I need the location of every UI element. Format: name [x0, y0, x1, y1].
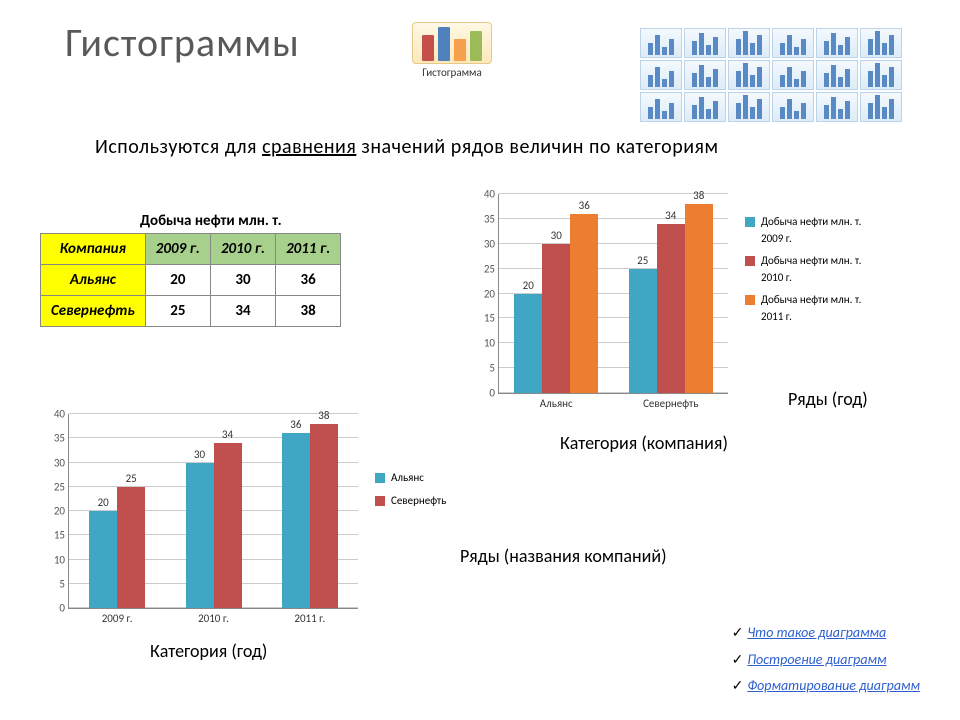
- x-tick-label: 2010 г.: [198, 612, 229, 625]
- chart-thumb[interactable]: [684, 92, 726, 122]
- bar: 34: [214, 443, 242, 608]
- legend-item: Альянс: [375, 470, 485, 487]
- table-cell: 38: [276, 296, 341, 327]
- bar-value-label: 34: [222, 428, 233, 441]
- bar: 38: [310, 424, 338, 608]
- chart-thumb[interactable]: [684, 28, 726, 58]
- chart-by-company-legend: Добыча нефти млн. т. 2009 г. Добыча нефти…: [745, 214, 885, 331]
- chart-thumb[interactable]: [772, 28, 814, 58]
- x-tick-label: 2009 г.: [102, 612, 133, 625]
- bar-value-label: 20: [98, 496, 109, 509]
- chart-thumb[interactable]: [640, 92, 682, 122]
- legend-label-company: Ряды (названия компаний): [460, 545, 667, 567]
- bar-value-label: 38: [693, 189, 704, 202]
- bar-value-label: 25: [126, 472, 137, 485]
- bar-value-label: 34: [665, 209, 676, 222]
- legend-item: Добыча нефти млн. т. 2011 г.: [745, 292, 885, 325]
- table-row-label: Севернефть: [41, 296, 146, 327]
- chart-thumb[interactable]: [816, 28, 858, 58]
- chart-thumb[interactable]: [728, 92, 770, 122]
- x-tick-label: 2011 г.: [294, 612, 325, 625]
- table-header: Компания: [41, 234, 146, 265]
- x-tick-label: Севернефть: [643, 397, 698, 410]
- legend-item: Севернефть: [375, 493, 485, 510]
- bar-value-label: 36: [290, 418, 301, 431]
- table-cell: 20: [145, 265, 210, 296]
- axis-label-year: Категория (год): [150, 640, 267, 662]
- bar: 20: [514, 294, 542, 394]
- bar-value-label: 30: [551, 229, 562, 242]
- data-table: Компания2009 г.2010 г.2011 г. Альянс2030…: [40, 233, 341, 327]
- bar: 36: [570, 214, 598, 393]
- bar: 25: [117, 487, 145, 608]
- bar-value-label: 25: [637, 254, 648, 267]
- table-cell: 25: [145, 296, 210, 327]
- bar: 30: [186, 463, 214, 609]
- chart-thumb[interactable]: [860, 60, 902, 90]
- histogram-icon-label: Гистограмма: [412, 66, 492, 79]
- chart-by-year-legend: Альянс Севернефть: [375, 470, 485, 515]
- bar: 20: [89, 511, 117, 608]
- bar: 34: [657, 224, 685, 393]
- bar-value-label: 30: [194, 448, 205, 461]
- chart-thumb[interactable]: [772, 60, 814, 90]
- table-header: 2011 г.: [276, 234, 341, 265]
- legend-item: Добыча нефти млн. т. 2009 г.: [745, 214, 885, 247]
- bar-value-label: 36: [579, 199, 590, 212]
- axis-label-company: Категория (компания): [560, 432, 728, 454]
- table-row-label: Альянс: [41, 265, 146, 296]
- chart-thumb[interactable]: [728, 60, 770, 90]
- table-cell: 34: [210, 296, 275, 327]
- nav-link[interactable]: Форматирование диаграмм: [747, 677, 920, 694]
- table-header: 2009 г.: [145, 234, 210, 265]
- legend-item: Добыча нефти млн. т. 2010 г.: [745, 253, 885, 286]
- bar: 25: [629, 269, 657, 393]
- nav-link[interactable]: Построение диаграмм: [747, 651, 886, 668]
- subtitle: Используются для сравнения значений рядо…: [95, 135, 719, 159]
- chart-type-gallery[interactable]: [640, 28, 902, 122]
- chart-thumb[interactable]: [772, 92, 814, 122]
- bar: 38: [685, 204, 713, 393]
- chart-thumb[interactable]: [640, 60, 682, 90]
- chart-thumb[interactable]: [816, 60, 858, 90]
- table-header: 2010 г.: [210, 234, 275, 265]
- chart-thumb[interactable]: [728, 28, 770, 58]
- page-title: Гистограммы: [65, 18, 300, 67]
- bar-value-label: 38: [318, 409, 329, 422]
- bar: 36: [282, 433, 310, 608]
- table-cell: 30: [210, 265, 275, 296]
- chart-thumb[interactable]: [640, 28, 682, 58]
- table-title: Добыча нефти млн. т.: [140, 212, 282, 230]
- nav-link[interactable]: Что такое диаграмма: [747, 624, 886, 641]
- chart-thumb[interactable]: [860, 92, 902, 122]
- x-tick-label: Альянс: [540, 397, 573, 410]
- histogram-icon: Гистограмма: [412, 22, 492, 79]
- nav-links: Что такое диаграмма Построение диаграмм Фо…: [732, 620, 920, 700]
- bar: 30: [542, 244, 570, 393]
- legend-label-year: Ряды (год): [788, 388, 868, 410]
- chart-thumb[interactable]: [816, 92, 858, 122]
- chart-by-year: 051015202530354020252009 г.30342010 г.36…: [40, 400, 490, 640]
- chart-thumb[interactable]: [860, 28, 902, 58]
- table-cell: 36: [276, 265, 341, 296]
- bar-value-label: 20: [523, 279, 534, 292]
- chart-thumb[interactable]: [684, 60, 726, 90]
